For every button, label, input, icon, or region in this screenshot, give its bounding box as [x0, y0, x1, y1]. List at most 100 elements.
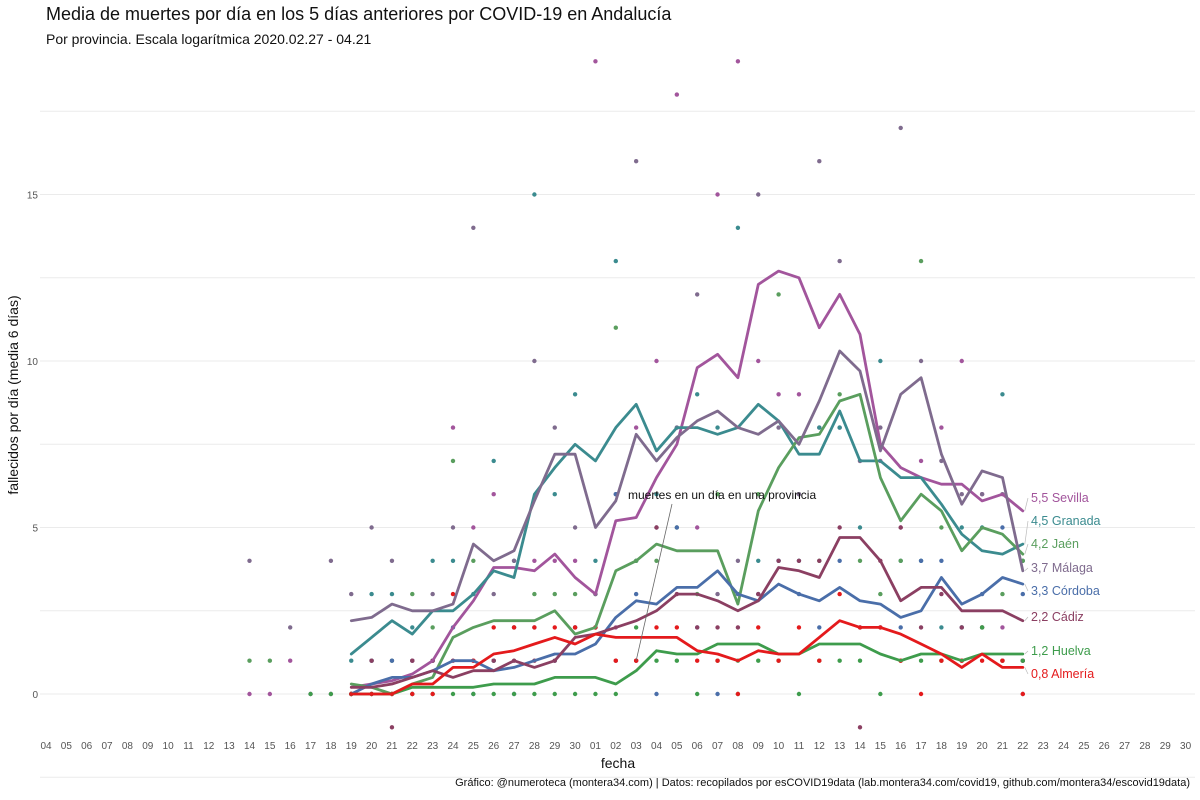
data-point [1020, 658, 1025, 663]
x-tick-label: 19 [346, 741, 358, 752]
x-tick-label: 10 [163, 741, 175, 752]
x-tick-label: 07 [101, 741, 113, 752]
data-point [511, 625, 517, 630]
x-tick-label: 22 [407, 741, 419, 752]
data-point [776, 425, 781, 430]
data-point [267, 691, 273, 697]
data-point [613, 325, 618, 330]
x-tick-label: 17 [915, 741, 927, 752]
data-point [572, 392, 578, 397]
series-end-label: 3,7 Málaga [1031, 561, 1093, 575]
data-point [695, 625, 700, 630]
x-tick-label: 07 [712, 741, 724, 752]
data-point [410, 691, 415, 697]
data-point [633, 625, 639, 630]
x-tick-label: 23 [427, 741, 439, 752]
data-point [532, 691, 537, 697]
data-point [715, 192, 720, 197]
data-point [450, 591, 456, 597]
x-tick-label: 18 [936, 741, 948, 752]
series-line [349, 536, 1025, 689]
data-point [715, 425, 720, 430]
data-point [776, 292, 781, 297]
data-point [898, 525, 903, 530]
annotation-text: muertes en un día en una provincia [628, 488, 816, 502]
data-point [552, 558, 557, 563]
x-tick-label: 01 [590, 741, 602, 752]
data-point [491, 458, 496, 464]
x-tick-label: 28 [1139, 741, 1151, 752]
data-point [633, 159, 639, 164]
data-point [695, 691, 700, 697]
data-point [349, 658, 354, 663]
data-point [349, 591, 354, 597]
data-point [247, 658, 252, 663]
data-point [695, 292, 700, 297]
data-point [857, 525, 863, 530]
data-point [430, 591, 435, 597]
data-point [389, 658, 395, 663]
x-tick-label: 28 [529, 741, 541, 752]
data-point [369, 525, 374, 530]
label-leader [1024, 616, 1029, 621]
data-point [328, 558, 334, 563]
data-point [756, 625, 761, 630]
data-point [918, 625, 924, 630]
data-point [491, 492, 496, 497]
data-point [1000, 658, 1005, 663]
label-leader [1024, 667, 1029, 675]
label-leader [1024, 583, 1029, 592]
data-point [389, 725, 395, 730]
data-point [552, 425, 557, 430]
data-point [695, 658, 700, 663]
y-tick-label: 10 [27, 357, 39, 368]
chart-title: Media de muertes por día en los 5 días a… [46, 4, 672, 24]
data-point [756, 591, 761, 597]
x-tick-label: 21 [386, 741, 398, 752]
x-tick-label: 10 [773, 741, 785, 752]
data-point [532, 625, 537, 630]
data-point [389, 591, 395, 597]
data-point [979, 658, 985, 663]
end-labels: 5,5 Sevilla 4,5 Granada 4,2 Jaén 3,7 Málaga… [1024, 491, 1101, 681]
data-point [613, 691, 618, 697]
x-tick-label: 12 [203, 741, 215, 752]
data-point [837, 392, 842, 397]
data-point [837, 258, 842, 264]
data-point [450, 525, 456, 530]
x-tick-label: 30 [1180, 741, 1192, 752]
data-point [878, 591, 883, 597]
data-point [532, 192, 537, 197]
x-tick-label: 23 [1038, 741, 1050, 752]
data-point [430, 625, 435, 630]
data-point [674, 658, 680, 663]
data-point [776, 392, 781, 397]
x-tick-label: 06 [81, 741, 93, 752]
data-point [491, 625, 496, 630]
data-point [572, 625, 578, 630]
data-point [837, 558, 842, 563]
series-end-label: 5,5 Sevilla [1031, 491, 1089, 505]
data-point [979, 492, 985, 497]
x-tick-label: 11 [794, 741, 805, 752]
y-tick-label: 0 [32, 690, 38, 701]
x-tick-label: 12 [814, 741, 826, 752]
data-point [878, 425, 883, 430]
data-point [756, 558, 761, 563]
data-point [735, 225, 741, 230]
data-point [450, 425, 456, 430]
data-point [735, 691, 741, 697]
x-tick-label: 30 [570, 741, 582, 752]
x-tick-label: 29 [549, 741, 561, 752]
x-tick-label: 08 [122, 741, 134, 752]
data-point [491, 658, 496, 663]
daily-points [247, 59, 1025, 730]
data-point [959, 525, 964, 530]
x-tick-label: 21 [997, 741, 1009, 752]
data-point [491, 591, 496, 597]
data-point [817, 625, 822, 630]
series-end-label: 2,2 Cádiz [1031, 610, 1084, 624]
data-point [796, 492, 802, 497]
x-tick-label: 05 [61, 741, 73, 752]
